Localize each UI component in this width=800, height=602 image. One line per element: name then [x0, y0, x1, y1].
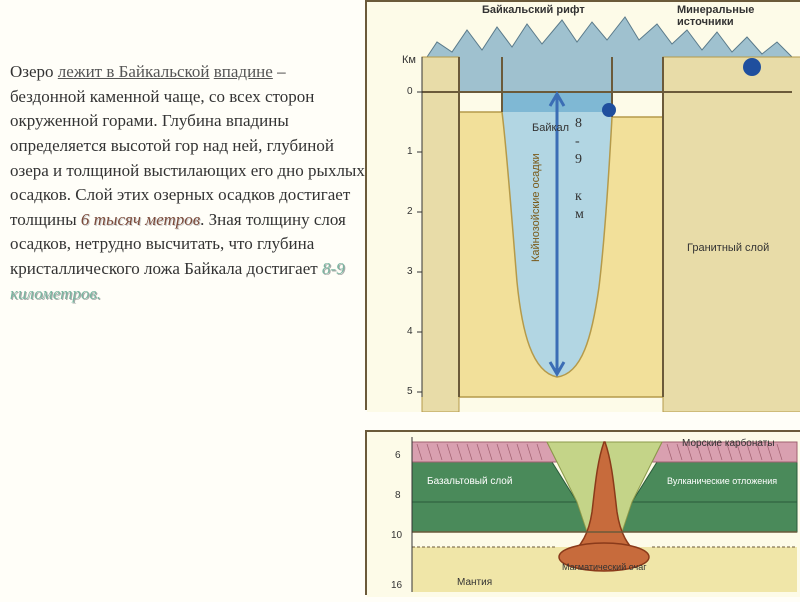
label-springs: Минеральные источники — [677, 4, 798, 28]
tick-4: 4 — [407, 326, 413, 337]
depth-8-9-km: 8 - 9 км 8-9км — [575, 115, 584, 224]
btick-10: 10 — [391, 530, 402, 541]
label-magma: Магматический очаг — [562, 562, 647, 572]
highlight-lies-in: лежит в Байкальской — [58, 62, 210, 81]
axis-km: Км — [402, 54, 416, 66]
label-rift: Байкальский рифт — [482, 4, 585, 16]
cross-section-bottom: 6 8 10 16 Морские карбонаты Базальтовый … — [365, 430, 800, 595]
description-text: Озеро лежит в Байкальской впадине – безд… — [10, 60, 365, 306]
text-body: – бездонной каменной чаще, со всех сторо… — [10, 62, 365, 229]
tick-2: 2 — [407, 206, 413, 217]
btick-8: 8 — [395, 490, 401, 501]
label-granite: Гранитный слой — [687, 242, 769, 254]
label-mantle: Мантия — [457, 577, 492, 588]
label-basalt: Базальтовый слой — [427, 476, 512, 487]
btick-6: 6 — [395, 450, 401, 461]
tick-0: 0 — [407, 86, 413, 97]
emphasis-6000m: 6 тысяч метров — [81, 210, 200, 229]
tick-5: 5 — [407, 386, 413, 397]
label-baikal: Байкал — [532, 122, 569, 134]
btick-16: 16 — [391, 580, 402, 591]
label-carbonates: Морские карбонаты — [682, 438, 775, 449]
sediments-label-svg: Кайнозойские осадки — [530, 153, 542, 262]
text-plain: Озеро — [10, 62, 58, 81]
label-volcanic: Вулканические отложения — [667, 476, 777, 486]
tick-1: 1 — [407, 146, 413, 157]
bottom-svg — [367, 432, 800, 597]
tick-3: 3 — [407, 266, 413, 277]
highlight-depression: впадине — [214, 62, 273, 81]
